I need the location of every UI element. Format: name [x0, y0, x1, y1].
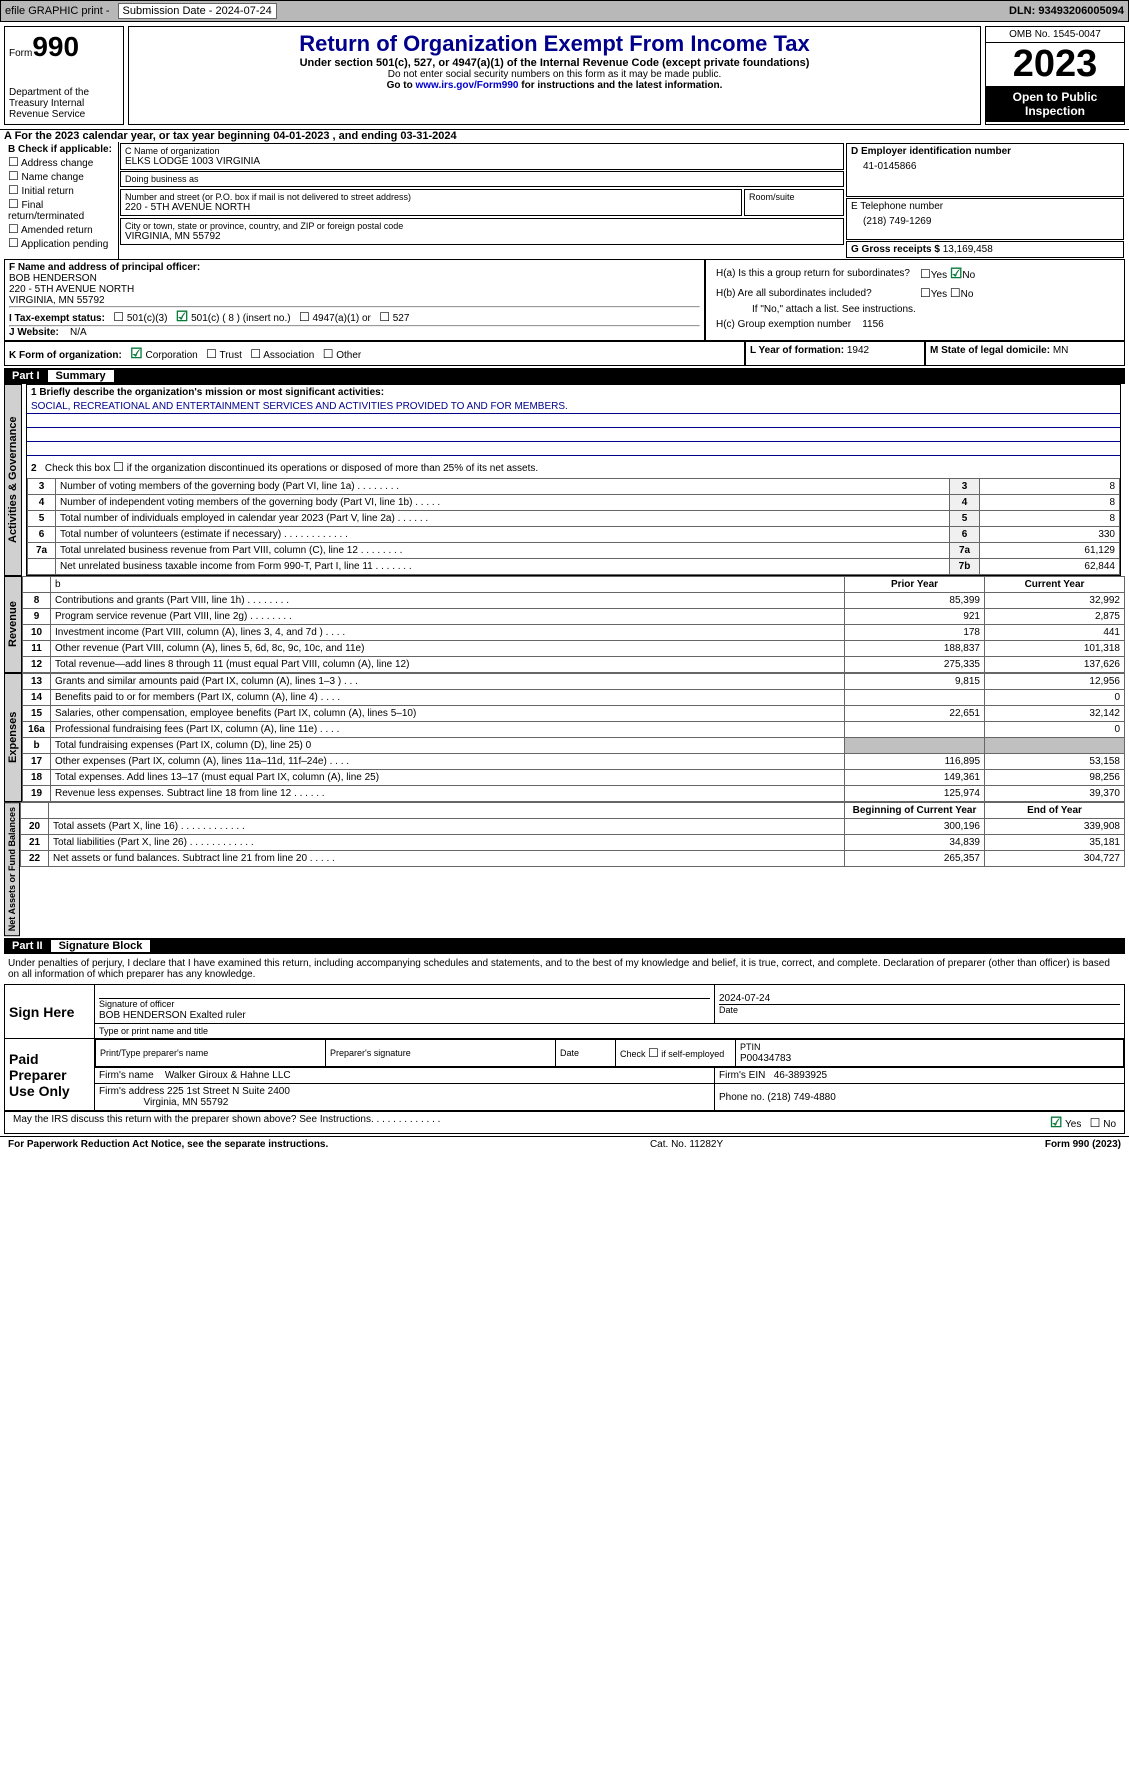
- tab-revenue: Revenue: [4, 576, 22, 673]
- phone-box: E Telephone number (218) 749-1269: [846, 198, 1124, 240]
- part2-header: Part II Signature Block: [4, 938, 1125, 954]
- submission-date: Submission Date - 2024-07-24: [118, 3, 277, 19]
- tab-expenses: Expenses: [4, 673, 22, 802]
- city-state-zip: VIRGINIA, MN 55792: [125, 231, 839, 242]
- signature-table: Sign Here Signature of officerBOB HENDER…: [4, 984, 1125, 1111]
- dba-box: Doing business as: [120, 171, 844, 187]
- form-title: Return of Organization Exempt From Incom…: [133, 31, 976, 57]
- page-footer: For Paperwork Reduction Act Notice, see …: [0, 1136, 1129, 1152]
- ein-value: 41-0145866: [851, 157, 1119, 176]
- preparer-phone: (218) 749-4880: [767, 1092, 835, 1103]
- part1-header: Part I Summary: [4, 368, 1125, 384]
- mission-label: 1 Briefly describe the organization's mi…: [27, 385, 1120, 400]
- tax-year: 2023: [986, 43, 1124, 86]
- section-k: K Form of organization: ☑ Corporation ☐ …: [4, 341, 745, 366]
- form-subtitle: Under section 501(c), 527, or 4947(a)(1)…: [133, 57, 976, 69]
- officer-name: BOB HENDERSON: [9, 273, 97, 284]
- efile-label: efile GRAPHIC print -: [5, 5, 110, 17]
- omb-number: OMB No. 1545-0047: [986, 27, 1124, 43]
- section-b: B Check if applicable: ☐ Address change …: [4, 142, 119, 259]
- ein-box: D Employer identification number 41-0145…: [846, 143, 1124, 197]
- discuss-question: May the IRS discuss this return with the…: [13, 1114, 440, 1131]
- firm-name: Walker Giroux & Hahne LLC: [165, 1070, 291, 1081]
- dept-label: Department of the Treasury Internal Reve…: [9, 87, 119, 120]
- org-name: ELKS LODGE 1003 VIRGINIA: [125, 156, 839, 167]
- check-icon: ☑: [130, 345, 143, 361]
- section-m: M State of legal domicile: MN: [925, 341, 1125, 366]
- line-2: 2 Check this box ☐ if the organization d…: [27, 456, 1120, 478]
- phone-value: (218) 749-1269: [851, 212, 1119, 231]
- section-f: F Name and address of principal officer:…: [4, 259, 705, 341]
- form-header: Form990 Department of the Treasury Inter…: [0, 22, 1129, 129]
- officer-signature: BOB HENDERSON Exalted ruler: [99, 1010, 246, 1021]
- mission-text: SOCIAL, RECREATIONAL AND ENTERTAINMENT S…: [27, 400, 1120, 414]
- section-h: H(a) Is this a group return for subordin…: [705, 259, 1125, 341]
- group-exemption: 1156: [862, 319, 884, 330]
- ptin-value: P00434783: [740, 1053, 791, 1064]
- gross-receipts-value: 13,169,458: [943, 244, 993, 255]
- ssn-note: Do not enter social security numbers on …: [133, 69, 976, 80]
- street-address: 220 - 5TH AVENUE NORTH: [125, 202, 737, 213]
- gross-receipts-box: G Gross receipts $ 13,169,458: [846, 241, 1124, 258]
- section-l: L Year of formation: 1942: [745, 341, 925, 366]
- city-box: City or town, state or province, country…: [120, 218, 844, 245]
- website-value: N/A: [70, 327, 87, 338]
- address-box: Number and street (or P.O. box if mail i…: [120, 189, 742, 216]
- goto-note: Go to www.irs.gov/Form990 for instructio…: [133, 80, 976, 91]
- dln: DLN: 93493206005094: [1009, 5, 1124, 17]
- org-name-box: C Name of organization ELKS LODGE 1003 V…: [120, 143, 844, 170]
- irs-link[interactable]: www.irs.gov/Form990: [415, 80, 518, 91]
- section-a: A For the 2023 calendar year, or tax yea…: [0, 129, 1129, 142]
- tab-net-assets: Net Assets or Fund Balances: [4, 802, 20, 936]
- tab-activities: Activities & Governance: [4, 384, 22, 576]
- check-icon: ☑: [176, 308, 189, 324]
- declaration-text: Under penalties of perjury, I declare th…: [0, 954, 1129, 984]
- firm-ein: 46-3893925: [774, 1070, 827, 1081]
- form-number: Form990: [9, 31, 119, 63]
- room-box: Room/suite: [744, 189, 844, 216]
- public-inspection: Open to Public Inspection: [986, 86, 1124, 122]
- check-icon: ☑: [950, 265, 963, 281]
- check-icon: ☑: [1050, 1114, 1063, 1130]
- topbar: efile GRAPHIC print - Submission Date - …: [0, 0, 1129, 22]
